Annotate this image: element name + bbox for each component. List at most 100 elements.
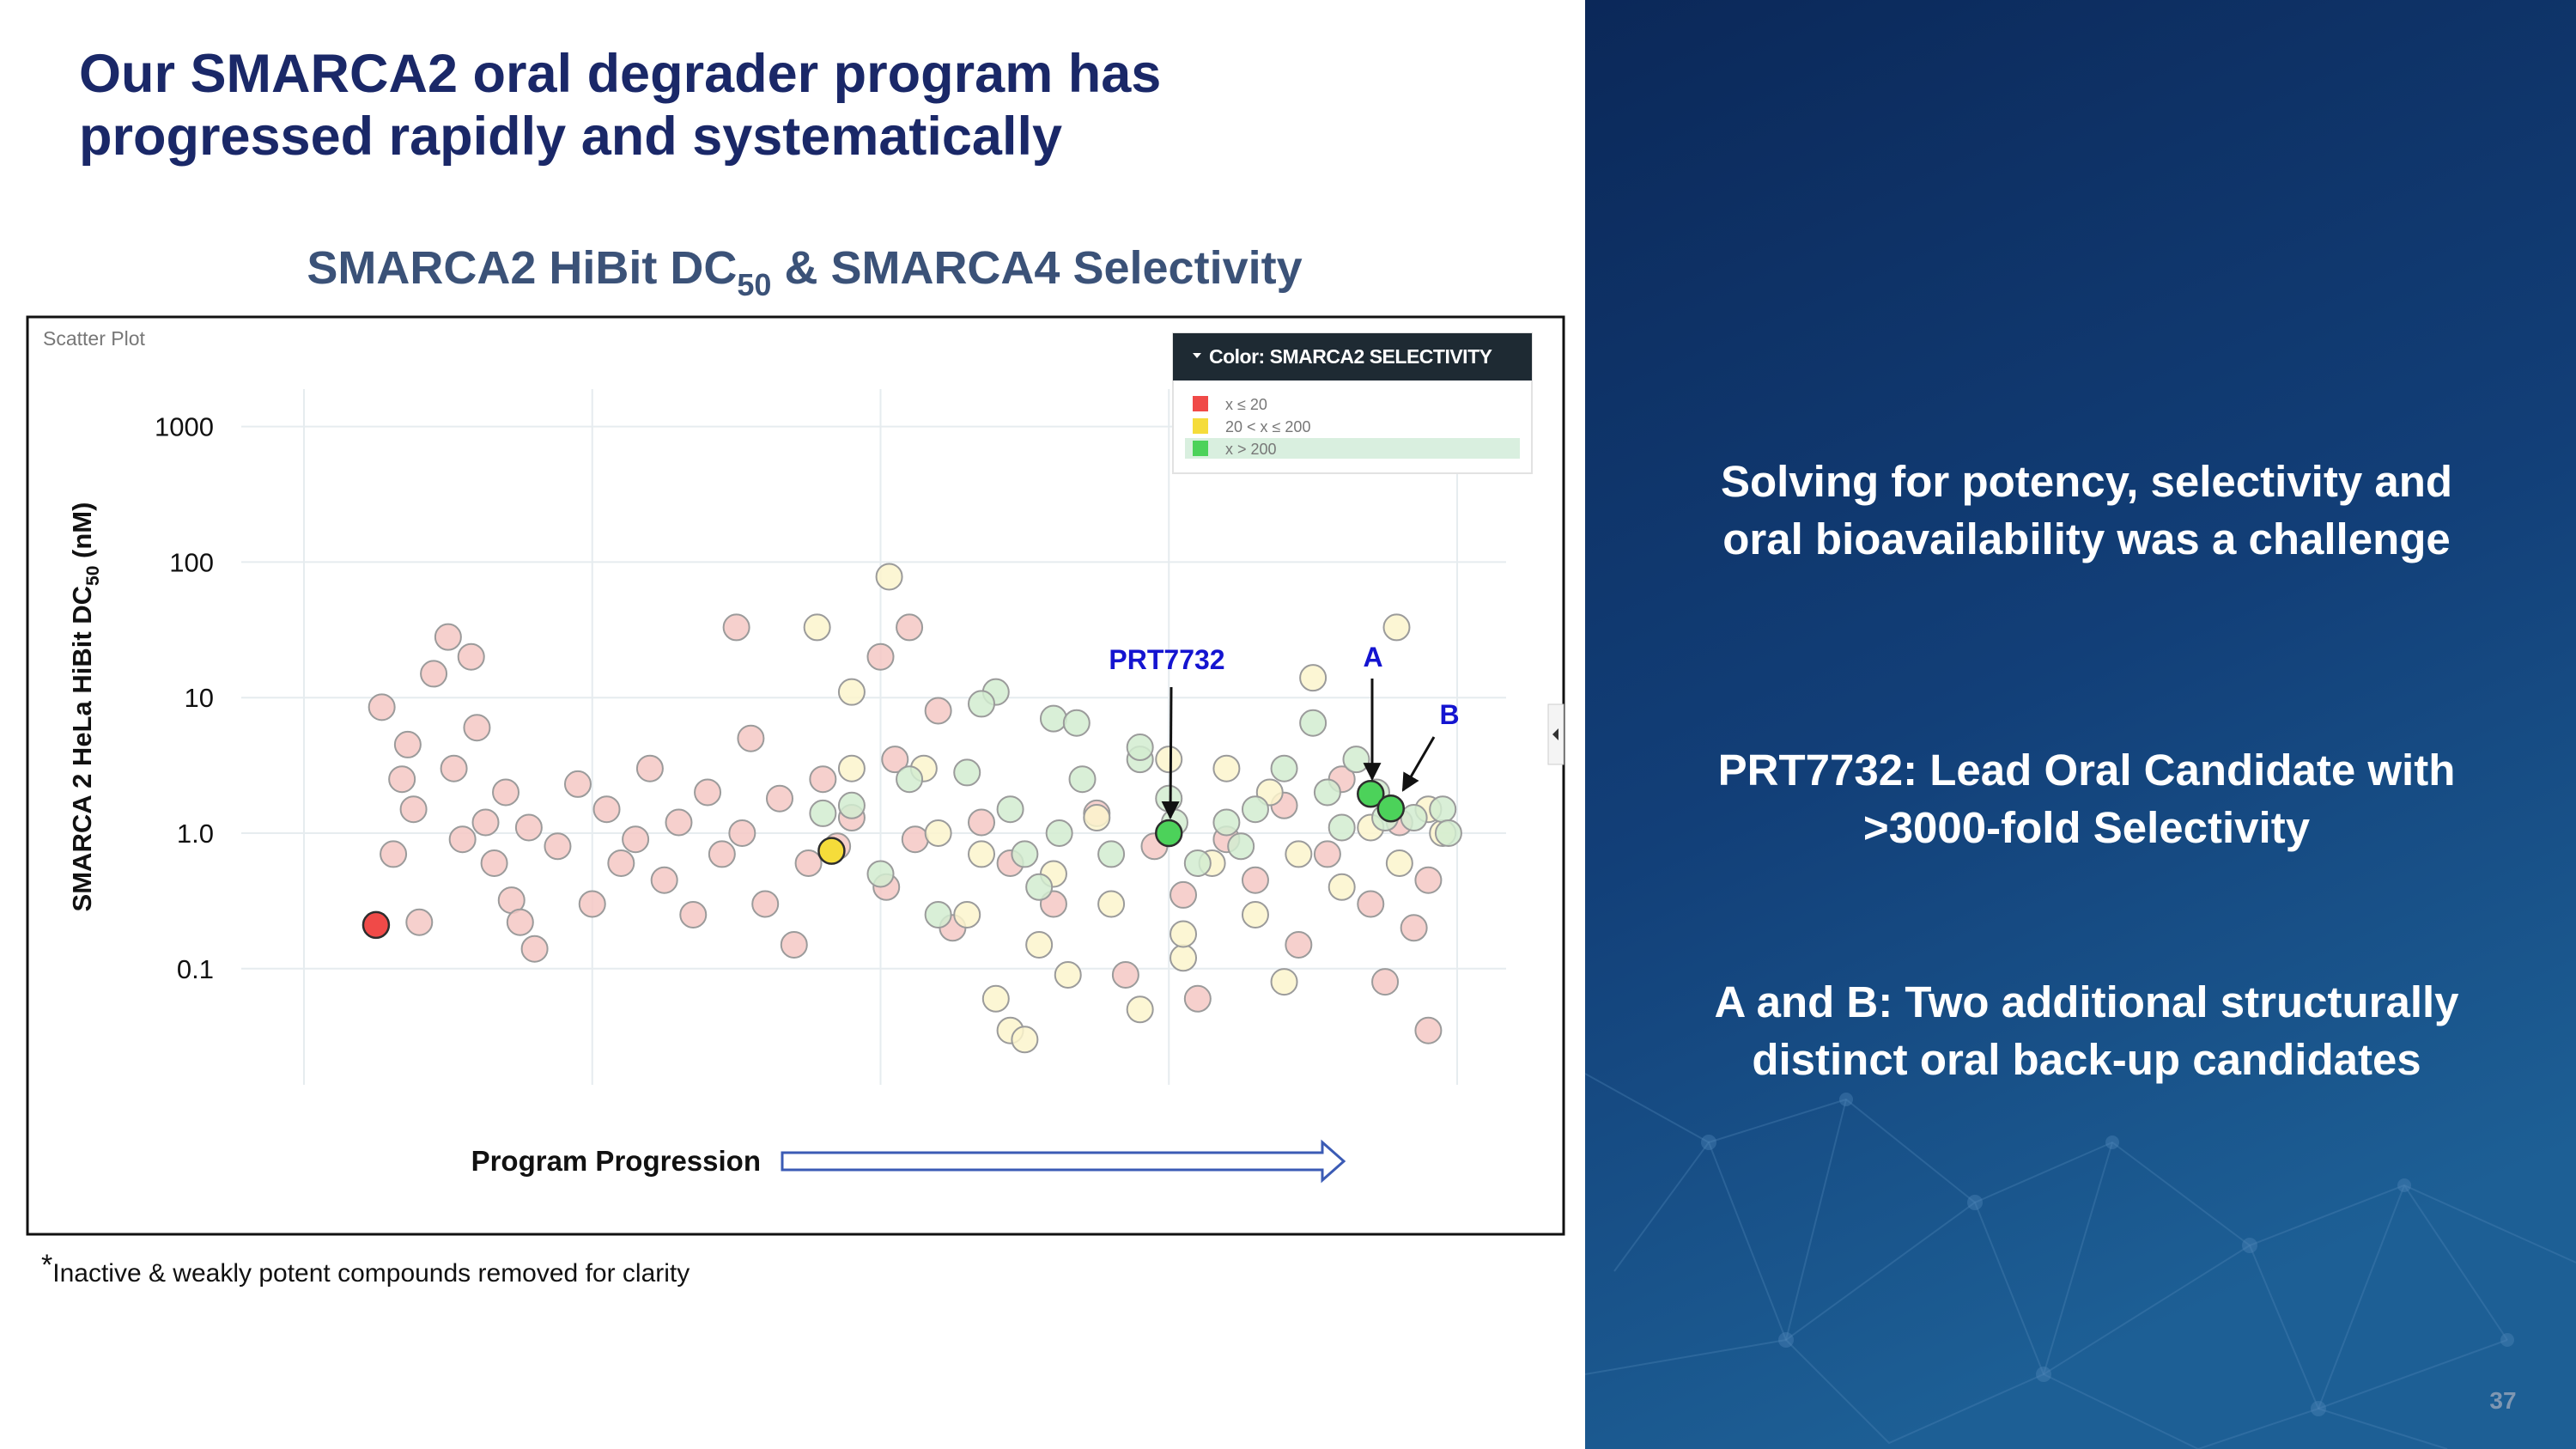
point	[1083, 804, 1111, 832]
title-line: Our SMARCA2 oral degrader program has	[79, 44, 1161, 104]
point	[1054, 960, 1082, 989]
point	[968, 690, 996, 718]
panel-line: PRT7732: Lead Oral Candidate with	[1718, 746, 2456, 795]
footnote-mark: *	[41, 1249, 52, 1282]
point	[968, 808, 996, 837]
point	[953, 900, 981, 928]
annotation: A	[1363, 642, 1382, 673]
point	[399, 795, 428, 824]
point	[1097, 890, 1126, 918]
point	[1111, 960, 1139, 989]
point	[1126, 995, 1154, 1024]
point	[1212, 754, 1241, 782]
panel-line: oral bioavailability was a challenge	[1722, 514, 2451, 563]
highlighted-point	[1357, 779, 1385, 808]
point	[448, 825, 477, 854]
point	[708, 840, 736, 868]
annotation-arrow	[1161, 686, 1180, 820]
point	[457, 642, 485, 671]
point	[1097, 840, 1126, 868]
point	[1357, 890, 1385, 918]
annotation-arrows	[1161, 679, 1436, 820]
point	[1313, 840, 1341, 868]
point	[837, 678, 866, 706]
point	[1285, 930, 1313, 959]
highlighted-point	[361, 910, 391, 940]
point	[809, 765, 837, 794]
point	[1062, 709, 1091, 737]
point	[875, 563, 903, 591]
point	[1011, 1026, 1039, 1054]
point	[896, 613, 924, 642]
annotation: PRT7732	[1109, 644, 1224, 675]
point	[1429, 795, 1457, 824]
point	[368, 693, 396, 721]
point	[592, 795, 621, 824]
point	[981, 984, 1010, 1013]
point	[492, 778, 520, 807]
point	[1241, 866, 1269, 894]
point	[520, 935, 549, 963]
highlighted-point	[817, 837, 846, 865]
panel-line: distinct oral back-up candidates	[1752, 1035, 2421, 1084]
chart-title: SMARCA2 HiBit DC50 & SMARCA4 Selectivity	[307, 242, 1302, 302]
y-tick-label: 0.1	[177, 954, 214, 984]
y-label-text: SMARCA 2 HeLa HiBit DC	[67, 586, 97, 912]
point	[1045, 819, 1073, 847]
legend-header[interactable]	[1173, 333, 1532, 381]
point	[866, 642, 895, 671]
footnote: *Inactive & weakly potent compounds remo…	[41, 1249, 690, 1288]
slide-title: Our SMARCA2 oral degrader program has pr…	[79, 44, 1161, 167]
network-decoration	[1584, 1073, 2576, 1449]
point	[471, 808, 500, 837]
point	[881, 746, 909, 774]
point	[1400, 914, 1428, 942]
y-tick-label: 1.0	[177, 819, 214, 849]
point	[1414, 866, 1443, 894]
point	[1299, 709, 1327, 737]
collapse-icon	[1552, 728, 1558, 740]
y-tick-label: 10	[185, 683, 214, 713]
legend-caret	[1193, 353, 1201, 358]
highlighted-point	[1376, 795, 1406, 823]
point	[665, 808, 693, 837]
legend-swatch	[1193, 441, 1208, 456]
point	[924, 819, 952, 847]
point	[1342, 746, 1370, 774]
y-label-subscript: 50	[83, 566, 103, 586]
chart-title-text: SMARCA2 HiBit DC	[307, 242, 737, 294]
panel-line: >3000-fold Selectivity	[1863, 803, 2311, 852]
point	[924, 900, 952, 928]
chart-title-subscript: 50	[737, 267, 771, 302]
point	[388, 765, 416, 794]
point	[996, 795, 1024, 824]
point	[722, 613, 750, 642]
point	[794, 849, 823, 877]
point	[1414, 1016, 1443, 1044]
point	[1371, 968, 1400, 996]
point	[1170, 920, 1198, 948]
point	[1270, 754, 1298, 782]
point	[607, 849, 635, 877]
legend-label: x ≤ 20	[1225, 396, 1267, 413]
legend: x ≤ 20 20 < x ≤ 200 x > 200	[1185, 396, 1520, 459]
point	[1385, 849, 1413, 877]
point	[1170, 944, 1198, 972]
point	[1299, 664, 1327, 692]
legend-label: 20 < x ≤ 200	[1225, 418, 1310, 435]
point	[1227, 832, 1255, 861]
point	[578, 890, 606, 918]
panel-text: Solving for potency, selectivity and ora…	[1714, 457, 2459, 1084]
point	[514, 813, 543, 842]
point	[837, 754, 866, 782]
point	[405, 908, 434, 936]
panel-line: A and B: Two additional structurally	[1714, 977, 2459, 1026]
network-nodes	[1701, 1093, 2514, 1416]
point	[434, 623, 462, 651]
point	[1155, 784, 1183, 813]
point	[1011, 840, 1039, 868]
point	[463, 714, 491, 742]
annotations: PRT7732 A B	[1109, 642, 1459, 730]
legend-title: Color: SMARCA2 SELECTIVITY	[1209, 345, 1492, 368]
